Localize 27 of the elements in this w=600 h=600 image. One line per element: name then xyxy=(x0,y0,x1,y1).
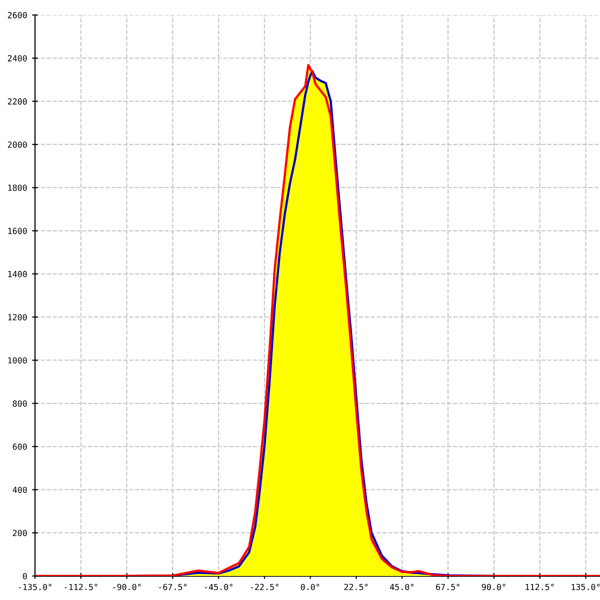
y-tick-label: 2000 xyxy=(8,141,27,148)
x-tick-label: 22.5° xyxy=(344,584,368,590)
y-tick-label: 1400 xyxy=(8,270,27,278)
y-tick-label: 1200 xyxy=(8,314,27,320)
y-tick-label: 600 xyxy=(12,444,27,450)
x-tick-label: 45.0° xyxy=(390,584,414,590)
y-tick-label: 1000 xyxy=(8,357,27,364)
y-tick-label: 200 xyxy=(12,530,27,536)
x-tick-label: -90.0° xyxy=(113,584,141,590)
y-tick-label: 1600 xyxy=(8,228,27,234)
x-tick-label: 135.0° xyxy=(572,584,600,590)
x-tick-label: 112.5° xyxy=(526,584,554,590)
x-tick-label: 67.5° xyxy=(436,584,460,590)
x-tick-label: -45.0° xyxy=(204,584,232,590)
y-tick-label: 800 xyxy=(12,400,27,407)
x-tick-label: -135.0° xyxy=(18,584,52,590)
y-tick-label: 2400 xyxy=(8,55,27,62)
x-tick-label: 0.0° xyxy=(300,584,320,590)
y-tick-label: 0 xyxy=(22,573,27,580)
y-tick-label: 2200 xyxy=(8,98,27,105)
x-tick-label: 90.0° xyxy=(482,584,506,590)
x-tick-label: -112.5° xyxy=(64,584,98,590)
x-tick-label: -67.5° xyxy=(159,584,187,590)
y-tick-label: 400 xyxy=(12,486,27,493)
x-tick-label: -22.5° xyxy=(250,584,278,590)
y-tick-label: 2600 xyxy=(8,12,27,18)
y-tick-label: 1800 xyxy=(8,184,27,191)
